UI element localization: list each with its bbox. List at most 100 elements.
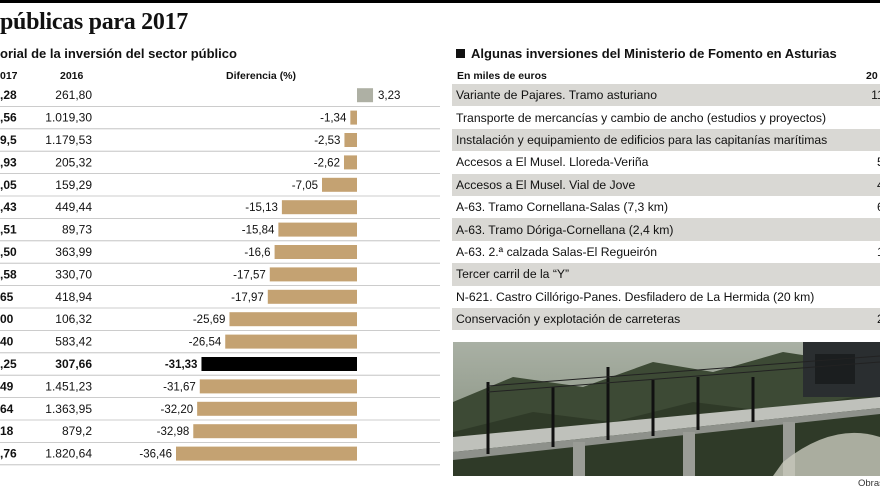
left-subtitle: orial de la inversión del sector público xyxy=(0,46,237,61)
table-row: Conservación y explotación de carreteras… xyxy=(452,307,880,331)
investment-name: Accesos a El Musel. Vial de Jove xyxy=(456,177,636,192)
value-2016: 1.363,95 xyxy=(45,402,92,416)
top-rule xyxy=(0,0,880,3)
diff-label: -15,84 xyxy=(242,225,275,237)
diff-bar xyxy=(267,289,357,304)
value-2016: 307,66 xyxy=(55,357,92,371)
value-2017: ,43 xyxy=(0,200,17,214)
investment-name: N-621. Castro Cillórigo-Panes. Desfilade… xyxy=(456,289,815,304)
diff-bar xyxy=(274,245,357,259)
viaduct-photo xyxy=(453,342,880,476)
value-2017: 49 xyxy=(0,379,14,393)
diff-label: -16,6 xyxy=(244,247,270,259)
investment-name: Tercer carril de la “Y” xyxy=(456,267,570,282)
value-2017: ,51 xyxy=(0,223,17,237)
value-2016: 205,32 xyxy=(55,155,92,169)
table-row: Accesos a El Musel. Lloreda-Veriña 5.0 xyxy=(452,151,880,174)
value-2017: ,05 xyxy=(0,178,17,192)
value-2016: 89,73 xyxy=(62,223,92,237)
investment-name: Variante de Pajares. Tramo asturiano xyxy=(456,88,657,103)
value-2017: ,56 xyxy=(0,111,17,125)
investment-value: 25. xyxy=(877,312,880,326)
investment-name: Transporte de mercancías y cambio de anc… xyxy=(456,110,827,125)
table-row: Tercer carril de la “Y” xyxy=(452,263,880,286)
value-2017: 9,5 xyxy=(0,133,17,147)
diff-label: -2,62 xyxy=(314,157,340,169)
diff-label: -31,33 xyxy=(165,359,198,371)
value-2016: 583,42 xyxy=(55,335,92,349)
value-2016: 418,94 xyxy=(55,290,92,304)
diff-label: -2,53 xyxy=(314,135,340,147)
value-2017: 64 xyxy=(0,402,14,416)
table-row: N-621. Castro Cillórigo-Panes. Desfilade… xyxy=(452,285,880,308)
col-header-diferencia: Diferencia (%) xyxy=(226,70,297,82)
col-header-2016: 2016 xyxy=(60,70,84,82)
diff-bar xyxy=(322,177,357,192)
investment-name: Accesos a El Musel. Lloreda-Veriña xyxy=(456,155,649,170)
diff-label: -32,98 xyxy=(157,426,190,438)
investment-value: 115. xyxy=(871,88,880,103)
table-row: A-63. Tramo Dóriga-Cornellana (2,4 km)6. xyxy=(452,218,880,241)
diff-label: 3,23 xyxy=(378,90,400,102)
diff-bar xyxy=(343,155,357,170)
units-label: En miles de euros xyxy=(457,70,547,82)
investment-name: A-63. Tramo Cornellana-Salas (7,3 km) xyxy=(456,200,669,215)
diff-bar xyxy=(225,334,357,349)
investment-value: 1.0 xyxy=(877,245,880,259)
diff-bar xyxy=(281,200,357,215)
viaduct-photo-illustration xyxy=(453,342,880,476)
diff-label: -31,67 xyxy=(163,381,196,393)
value-2016: 330,70 xyxy=(55,267,92,281)
diff-label: -7,05 xyxy=(292,180,318,192)
diff-bar xyxy=(357,88,374,103)
value-2016: 1.019,30 xyxy=(45,111,92,125)
fomento-investments-table: Variante de Pajares. Tramo asturiano 115.… xyxy=(452,84,880,331)
bullet-square-icon xyxy=(456,49,465,58)
value-2016: 879,2 xyxy=(62,424,92,438)
diff-bar xyxy=(269,267,357,282)
value-2016: 106,32 xyxy=(55,312,92,326)
diff-bar xyxy=(199,379,357,394)
table-row: Transporte de mercancías y cambio de anc… xyxy=(452,106,880,129)
value-2017: 18 xyxy=(0,424,14,438)
table-row: Accesos a El Musel. Vial de Jove 4.0 xyxy=(452,173,880,196)
value-2016: 261,80 xyxy=(55,88,92,102)
value-2017: 65 xyxy=(0,290,14,304)
investment-name: A-63. 2.ª calzada Salas-El Regueirón xyxy=(456,244,657,259)
investment-value: 6.8 xyxy=(877,200,880,214)
table-row: A-63. 2.ª calzada Salas-El Regueirón 1.0 xyxy=(452,240,880,264)
diff-label: -25,69 xyxy=(193,314,226,326)
diff-label: -1,34 xyxy=(320,113,347,125)
value-2017: ,76 xyxy=(0,447,17,461)
photo-credit: Obras e xyxy=(858,478,880,489)
diff-label: -36,46 xyxy=(139,449,172,461)
right-subtitle-text: Algunas inversiones del Ministerio de Fo… xyxy=(471,46,837,61)
investment-difference-chart: ,28 261,80 3,23 ,56 1.019,30 -1,34 9,5 1.179,53… xyxy=(0,88,440,466)
diff-label: -32,20 xyxy=(161,404,194,416)
col-header-2017: 017 xyxy=(0,70,18,82)
value-2016: 1.179,53 xyxy=(45,133,92,147)
diff-label: -26,54 xyxy=(189,337,222,349)
value-2016: 449,44 xyxy=(55,200,92,214)
investment-value: 5.0 xyxy=(877,155,880,169)
value-2016: 363,99 xyxy=(55,245,92,259)
diff-bar xyxy=(350,110,357,125)
investment-name: A-63. Tramo Dóriga-Cornellana (2,4 km) xyxy=(456,222,674,237)
diff-label: -17,57 xyxy=(233,269,266,281)
value-2017: 00 xyxy=(0,312,14,326)
right-subtitle: Algunas inversiones del Ministerio de Fo… xyxy=(456,46,837,61)
diff-bar xyxy=(229,312,357,327)
value-2017: ,50 xyxy=(0,245,17,259)
investment-name: Conservación y explotación de carreteras xyxy=(456,312,681,327)
value-2016: 159,29 xyxy=(55,178,92,192)
page-title: públicas para 2017 xyxy=(0,9,188,35)
diff-bar xyxy=(344,133,357,147)
value-2017: 40 xyxy=(0,335,14,349)
value-2016: 1.820,64 xyxy=(45,447,92,461)
diff-bar xyxy=(176,446,357,461)
value-2017: ,58 xyxy=(0,267,17,281)
table-row: A-63. Tramo Cornellana-Salas (7,3 km) 6.8 xyxy=(452,195,880,219)
investment-name: Instalación y equipamiento de edificios … xyxy=(456,132,828,147)
investment-value: 4.0 xyxy=(877,178,880,192)
table-row: Instalación y equipamiento de edificios … xyxy=(452,128,880,152)
